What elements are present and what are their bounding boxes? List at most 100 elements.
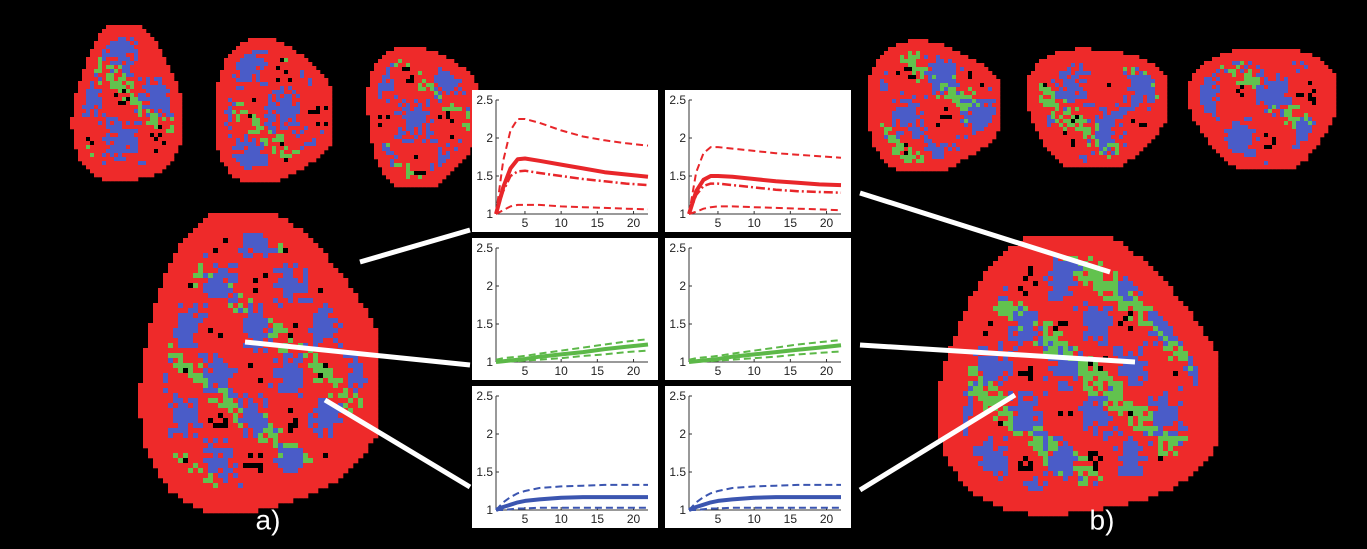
tumor-pixel [118, 125, 122, 129]
tumor-pixel [238, 378, 243, 383]
tumor-pixel [82, 121, 86, 125]
tumor-pixel [148, 403, 153, 408]
tumor-pixel [318, 428, 323, 433]
tumor-pixel [288, 418, 293, 423]
tumor-pixel [154, 65, 158, 69]
tumor-pixel [268, 433, 273, 438]
tumor-pixel [434, 167, 438, 171]
tumor-pixel [256, 138, 260, 142]
tumor-pixel [458, 103, 462, 107]
tumor-pixel [442, 95, 446, 99]
tumor-pixel [976, 67, 980, 71]
tumor-pixel [386, 151, 390, 155]
tumor-pixel [268, 423, 273, 428]
tumor-pixel [162, 101, 166, 105]
tumor-pixel [232, 90, 236, 94]
tumor-pixel [462, 103, 466, 107]
tumor-pixel [106, 117, 110, 121]
tumor-pixel [333, 268, 338, 273]
tumor-pixel [170, 157, 174, 161]
tumor-pixel [260, 90, 264, 94]
tumor-pixel [252, 78, 256, 82]
tumor-pixel [462, 119, 466, 123]
tumor-pixel [90, 141, 94, 145]
tumor-pixel [382, 79, 386, 83]
tumor-pixel [374, 139, 378, 143]
tumor-pixel [228, 408, 233, 413]
tumor-pixel [122, 45, 126, 49]
tumor-pixel [248, 423, 253, 428]
tumor-pixel [313, 418, 318, 423]
tumor-pixel [253, 333, 258, 338]
tumor-pixel [263, 468, 268, 473]
tumor-pixel [298, 493, 303, 498]
tumor-pixel [102, 149, 106, 153]
tumor-pixel [293, 473, 298, 478]
tumor-pixel [454, 127, 458, 131]
tumor-pixel [278, 338, 283, 343]
tumor-pixel [188, 348, 193, 353]
tumor-pixel [876, 59, 880, 63]
tumor-pixel [153, 413, 158, 418]
tumor-pixel [382, 83, 386, 87]
tumor-pixel [450, 127, 454, 131]
tumor-pixel [238, 423, 243, 428]
tumor-pixel [90, 157, 94, 161]
tumor-pixel [134, 93, 138, 97]
tumor-pixel [323, 318, 328, 323]
tumor-pixel [896, 63, 900, 67]
tumor-pixel [142, 81, 146, 85]
tumor-pixel [233, 233, 238, 238]
tumor-pixel [328, 453, 333, 458]
tumor-pixel [298, 298, 303, 303]
tumor-pixel [253, 488, 258, 493]
tumor-pixel [213, 263, 218, 268]
tumor-pixel [264, 90, 268, 94]
tumor-pixel [316, 82, 320, 86]
tumor-pixel [438, 103, 442, 107]
tumor-pixel [278, 313, 283, 318]
tumor-pixel [892, 51, 896, 55]
tumor-pixel [208, 363, 213, 368]
tumor-pixel [278, 463, 283, 468]
tumor-pixel [308, 263, 313, 268]
tumor-pixel [410, 99, 414, 103]
tumor-pixel [174, 85, 178, 89]
tumor-pixel [193, 463, 198, 468]
tumor-pixel [244, 158, 248, 162]
tumor-pixel [243, 213, 248, 218]
tumor-pixel [410, 79, 414, 83]
tumor-pixel [168, 448, 173, 453]
tumor-pixel [434, 151, 438, 155]
tumor-pixel [153, 318, 158, 323]
tumor-pixel [288, 483, 293, 488]
tumor-pixel [378, 95, 382, 99]
tumor-pixel [126, 77, 130, 81]
tumor-pixel [238, 223, 243, 228]
tumor-pixel [154, 109, 158, 113]
tumor-pixel [126, 169, 130, 173]
tumor-pixel [253, 393, 258, 398]
tumor-pixel [126, 69, 130, 73]
tumor-pixel [450, 155, 454, 159]
tumor-pixel [248, 438, 253, 443]
tumor-pixel [244, 58, 248, 62]
tumor-pixel [170, 93, 174, 97]
tumor-pixel [434, 131, 438, 135]
tumor-pixel [198, 403, 203, 408]
tumor-pixel [328, 273, 333, 278]
tumor-pixel [102, 173, 106, 177]
tumor-pixel [343, 288, 348, 293]
tumor-pixel [298, 228, 303, 233]
tumor-pixel [288, 323, 293, 328]
tumor-pixel [323, 328, 328, 333]
tumor-pixel [328, 433, 333, 438]
tumor-pixel [940, 43, 944, 47]
tumor-pixel [158, 373, 163, 378]
tumor-pixel [258, 223, 263, 228]
tumor-pixel [378, 123, 382, 127]
tumor-pixel [284, 154, 288, 158]
tumor-pixel [98, 141, 102, 145]
tumor-pixel [248, 90, 252, 94]
tumor-pixel [450, 75, 454, 79]
